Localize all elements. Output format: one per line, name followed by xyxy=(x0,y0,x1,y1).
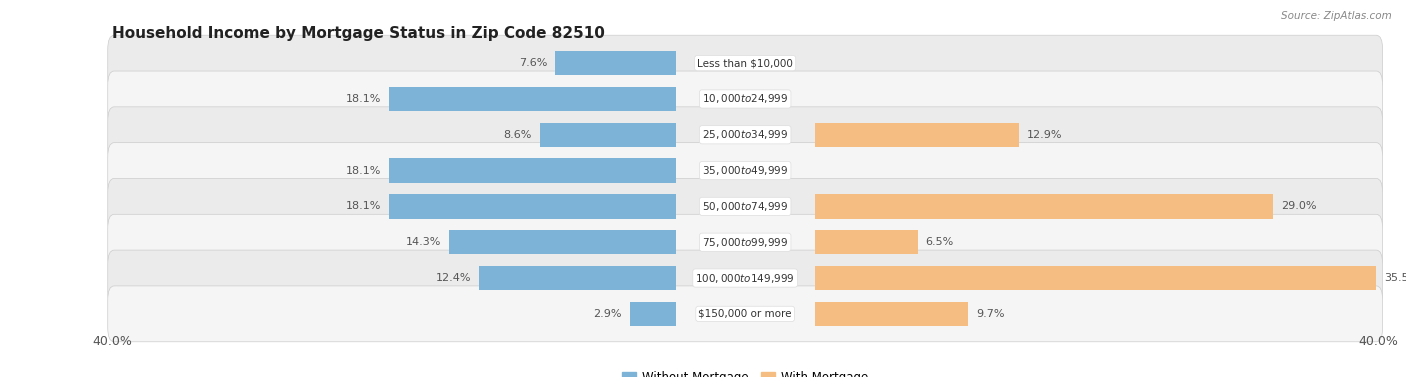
Bar xyxy=(815,266,1376,290)
Text: 35.5%: 35.5% xyxy=(1384,273,1406,283)
FancyBboxPatch shape xyxy=(108,107,1382,163)
Bar xyxy=(630,302,675,326)
Bar xyxy=(540,123,675,147)
Text: $100,000 to $149,999: $100,000 to $149,999 xyxy=(696,271,794,285)
Bar xyxy=(450,230,675,254)
Text: 7.6%: 7.6% xyxy=(519,58,547,68)
Text: 2.9%: 2.9% xyxy=(593,309,621,319)
Text: $10,000 to $24,999: $10,000 to $24,999 xyxy=(702,92,789,106)
Text: 18.1%: 18.1% xyxy=(346,166,381,176)
FancyBboxPatch shape xyxy=(108,250,1382,306)
FancyBboxPatch shape xyxy=(108,178,1382,234)
Text: $35,000 to $49,999: $35,000 to $49,999 xyxy=(702,164,789,177)
Text: $50,000 to $74,999: $50,000 to $74,999 xyxy=(702,200,789,213)
Text: Less than $10,000: Less than $10,000 xyxy=(697,58,793,68)
Text: $75,000 to $99,999: $75,000 to $99,999 xyxy=(702,236,789,249)
Legend: Without Mortgage, With Mortgage: Without Mortgage, With Mortgage xyxy=(617,366,873,377)
Text: 14.3%: 14.3% xyxy=(406,237,441,247)
Text: 6.5%: 6.5% xyxy=(925,237,953,247)
Text: 18.1%: 18.1% xyxy=(346,201,381,211)
FancyBboxPatch shape xyxy=(108,71,1382,127)
Bar xyxy=(479,266,675,290)
Bar xyxy=(815,194,1274,219)
Bar xyxy=(555,51,675,75)
Text: 9.7%: 9.7% xyxy=(976,309,1005,319)
Bar xyxy=(389,87,675,111)
Text: 8.6%: 8.6% xyxy=(503,130,531,140)
FancyBboxPatch shape xyxy=(108,143,1382,199)
Text: Source: ZipAtlas.com: Source: ZipAtlas.com xyxy=(1281,11,1392,21)
Text: 29.0%: 29.0% xyxy=(1281,201,1317,211)
Bar xyxy=(389,158,675,183)
Text: Household Income by Mortgage Status in Zip Code 82510: Household Income by Mortgage Status in Z… xyxy=(112,26,606,41)
Bar xyxy=(815,123,1019,147)
Text: $150,000 or more: $150,000 or more xyxy=(699,309,792,319)
FancyBboxPatch shape xyxy=(108,286,1382,342)
Text: 12.9%: 12.9% xyxy=(1026,130,1062,140)
Bar xyxy=(389,194,675,219)
Text: $25,000 to $34,999: $25,000 to $34,999 xyxy=(702,128,789,141)
FancyBboxPatch shape xyxy=(108,214,1382,270)
Bar xyxy=(815,302,969,326)
FancyBboxPatch shape xyxy=(108,35,1382,91)
Text: 12.4%: 12.4% xyxy=(436,273,471,283)
Bar xyxy=(815,230,918,254)
Text: 18.1%: 18.1% xyxy=(346,94,381,104)
